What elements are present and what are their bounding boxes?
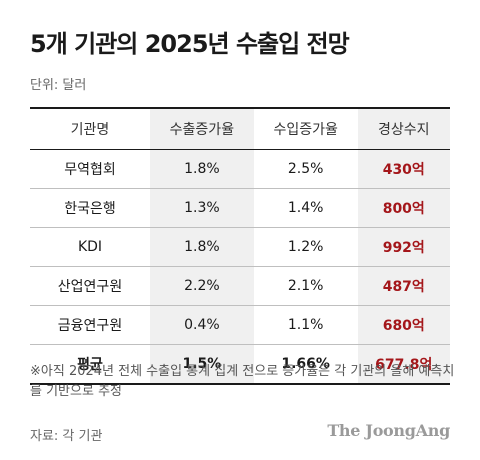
current-account-cell: 487억 [357, 266, 450, 306]
current-account-cell: 992억 [357, 227, 450, 267]
unit-label: 단위: 달러 [30, 78, 87, 93]
institution-cell: 무역협회 [30, 149, 150, 189]
institution-cell: KDI [30, 227, 150, 267]
header-import-growth: 수입증가율 [253, 107, 358, 150]
import-growth-cell: 1.4% [253, 188, 358, 228]
average-import-growth: 1.66% [253, 344, 358, 385]
table-row: 금융연구원 0.4% 1.1% 680억 [30, 305, 450, 345]
header-export-growth: 수출증가율 [150, 107, 254, 150]
import-growth-cell: 1.2% [253, 227, 358, 267]
current-account-cell: 800억 [357, 188, 450, 228]
table-row: KDI 1.8% 1.2% 992억 [30, 227, 450, 267]
table-header-row: 기관명 수출증가율 수입증가율 경상수지 [30, 107, 450, 150]
average-label: 평균 [30, 344, 150, 385]
table-row: 한국은행 1.3% 1.4% 800억 [30, 188, 450, 228]
import-growth-cell: 1.1% [253, 305, 358, 345]
import-growth-cell: 2.5% [253, 149, 358, 189]
institution-cell: 산업연구원 [30, 266, 150, 306]
institution-cell: 금융연구원 [30, 305, 150, 345]
source-label: 자료: 각 기관 [30, 429, 103, 444]
institution-cell: 한국은행 [30, 188, 150, 228]
import-growth-cell: 2.1% [253, 266, 358, 306]
export-growth-cell: 1.8% [150, 149, 254, 189]
average-row: 평균 1.5% 1.66% 677.8억 [30, 344, 450, 385]
export-growth-cell: 1.3% [150, 188, 254, 228]
current-account-cell: 430억 [357, 149, 450, 189]
table-row: 무역협회 1.8% 2.5% 430억 [30, 149, 450, 189]
export-growth-cell: 1.8% [150, 227, 254, 267]
publisher-logo: The JoongAng [327, 421, 450, 440]
export-growth-cell: 0.4% [150, 305, 254, 345]
footnote: ※아직 2024년 전체 수출입 통계 집계 전으로 증가율은 각 기관의 올해… [30, 364, 455, 399]
average-current-account: 677.8억 [357, 344, 450, 385]
table-row: 산업연구원 2.2% 2.1% 487억 [30, 266, 450, 306]
header-current-account: 경상수지 [357, 107, 450, 150]
header-institution: 기관명 [30, 107, 150, 150]
export-growth-cell: 2.2% [150, 266, 254, 306]
current-account-cell: 680억 [357, 305, 450, 345]
forecast-table: 기관명 수출증가율 수입증가율 경상수지 무역협회 1.8% 2.5% 430억… [30, 107, 450, 385]
average-export-growth: 1.5% [150, 344, 254, 385]
page-title: 5개 기관의 2025년 수출입 전망 [30, 30, 350, 58]
